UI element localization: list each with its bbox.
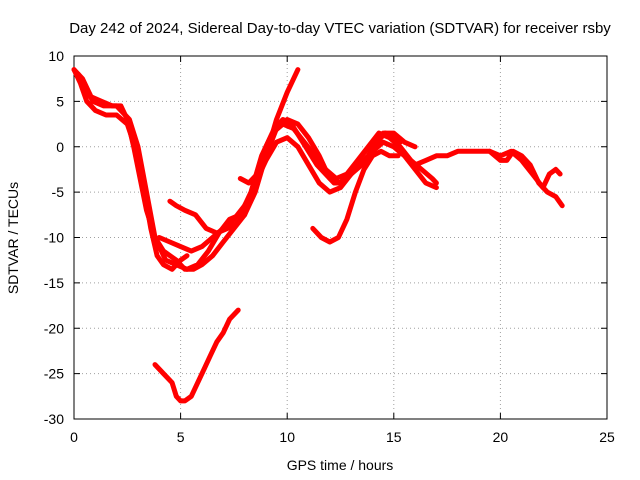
x-tick-label: 0 — [70, 429, 78, 445]
x-tick-label: 10 — [279, 429, 295, 445]
series-line-track-7 — [310, 148, 401, 245]
x-tick-label: 25 — [599, 429, 615, 445]
x-tick-label: 15 — [386, 429, 402, 445]
y-tick-label: 5 — [56, 93, 64, 109]
y-tick-label: -30 — [44, 411, 64, 427]
y-tick-label: -20 — [44, 320, 64, 336]
data-series — [71, 67, 565, 404]
x-tick-label: 5 — [177, 429, 185, 445]
chart-title: Day 242 of 2024, Sidereal Day-to-day VTE… — [69, 20, 611, 37]
x-tick-label: 20 — [493, 429, 509, 445]
y-tick-label: -5 — [52, 184, 65, 200]
x-axis-label: GPS time / hours — [287, 457, 394, 473]
y-tick-label: 10 — [48, 48, 64, 64]
y-tick-label: -10 — [44, 230, 64, 246]
series-line-track-9 — [487, 148, 563, 191]
series-line-track-10 — [152, 307, 241, 404]
y-tick-label: -15 — [44, 275, 64, 291]
y-tick-label: 0 — [56, 139, 64, 155]
series-line-track-5 — [167, 135, 439, 236]
series-line-track-8 — [412, 148, 565, 209]
axis-ticks: 0 5 10 15 20 25 10 5 0 -5 -10 -15 -20 -25 -30 — [44, 48, 615, 445]
y-axis-label: SDTVAR / TECUs — [5, 182, 21, 294]
series-line-track-6 — [237, 117, 403, 186]
y-tick-label: -25 — [44, 366, 64, 382]
